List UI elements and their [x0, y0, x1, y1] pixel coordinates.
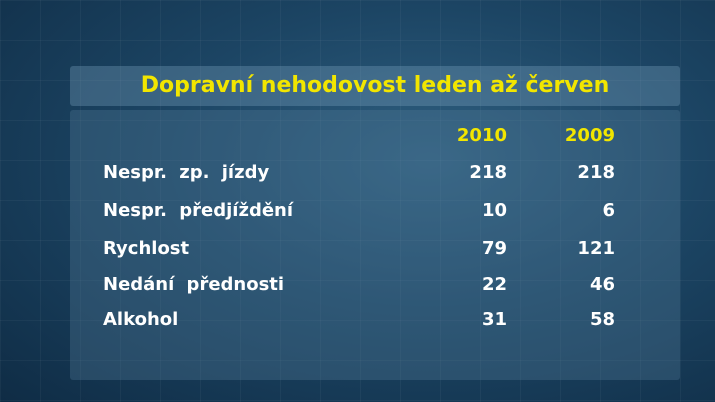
cell-value: 58 — [589, 309, 615, 330]
row-label: Nespr. zp. jízdy — [103, 162, 270, 183]
cell-value: 10 — [481, 200, 507, 221]
cell-value: 218 — [577, 162, 615, 183]
title: Dopravní nehodovost leden až červen — [140, 73, 610, 98]
cell-value: 218 — [469, 162, 507, 183]
cell-value: 6 — [602, 200, 615, 221]
row-label: Rychlost — [103, 238, 190, 259]
row-label: Nedání přednosti — [103, 274, 285, 295]
cell-value: 22 — [481, 274, 507, 295]
title-box: Dopravní nehodovost leden až červen — [70, 66, 680, 106]
cell-value: 79 — [481, 238, 507, 259]
column-header: 2009 — [564, 125, 615, 146]
cell-value: 46 — [589, 274, 615, 295]
row-label: Alkohol — [103, 309, 179, 330]
cell-value: 121 — [577, 238, 615, 259]
cell-value: 31 — [481, 309, 507, 330]
column-header: 2010 — [456, 125, 507, 146]
row-label: Nespr. předjíždění — [103, 200, 294, 221]
table-panel: 2010 2009 Nespr. zp. jízdy 218 218 Nespr. pře… — [70, 110, 680, 380]
